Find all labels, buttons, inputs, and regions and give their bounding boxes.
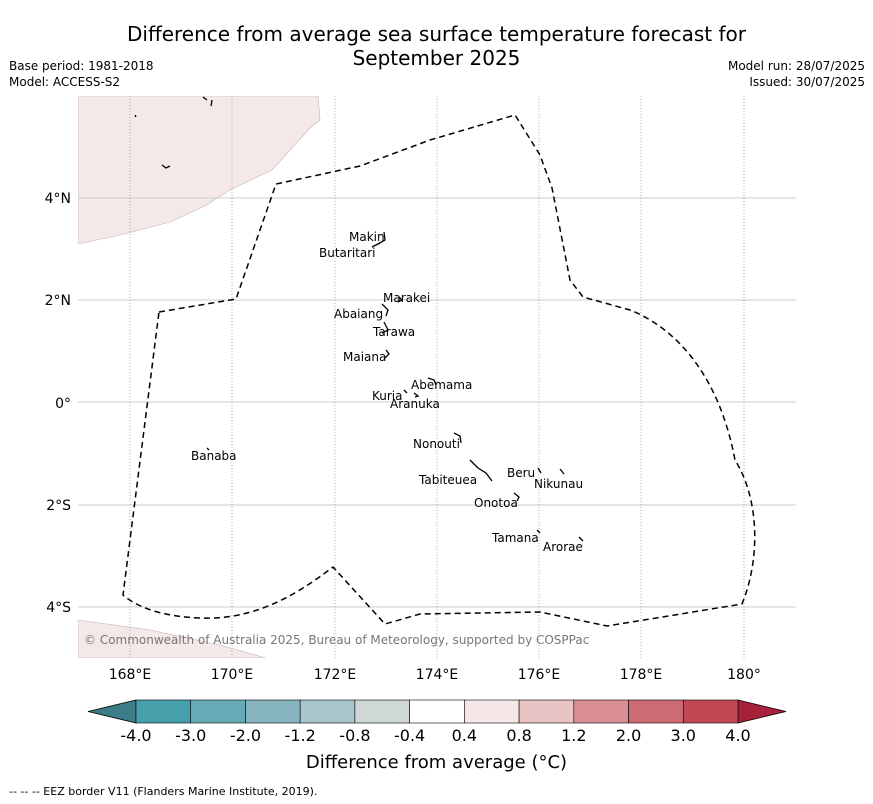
lon-tick-176: 176°E	[518, 667, 561, 683]
atoll-banaba	[206, 447, 210, 451]
colorbar-segment	[573, 699, 629, 724]
islet-northwest-2	[210, 99, 213, 107]
model-name: Model: ACCESS-S2	[9, 75, 121, 89]
atoll-kuria	[403, 389, 408, 394]
atoll-butaritari	[371, 242, 381, 248]
island-shapes	[134, 96, 584, 542]
islet-northwest-3	[134, 114, 137, 118]
meridians	[129, 96, 745, 658]
colorbar-under-arrow	[87, 699, 137, 724]
colorbar-segment	[464, 699, 520, 724]
colorbar-tick-label: 1.2	[561, 726, 586, 745]
colorbar-tick-label: 3.0	[671, 726, 696, 745]
colorbar-segment	[409, 699, 465, 724]
lat-tick-4s: 4°S	[46, 600, 71, 616]
label-tamana: Tamana	[491, 531, 539, 545]
eez-border	[122, 114, 756, 627]
atoll-beru	[537, 467, 542, 474]
atoll-abaiang	[381, 303, 389, 317]
label-marakei: Marakei	[383, 291, 430, 305]
colorbar-segment	[135, 699, 192, 724]
atoll-makin	[377, 231, 386, 245]
atoll-abemama	[427, 377, 437, 386]
colorbar-segment	[354, 699, 410, 724]
atoll-aranuka	[413, 392, 420, 398]
colorbar-segment	[682, 699, 739, 724]
lon-tick-172: 172°E	[314, 667, 357, 683]
atoll-marakei	[397, 296, 404, 303]
footer-note: -- -- -- EEZ border V11 (Flanders Marine…	[9, 785, 318, 798]
lat-tick-2n: 2°N	[45, 293, 71, 309]
atoll-nikunau	[559, 468, 565, 475]
atoll-tamana	[536, 529, 541, 534]
islet-northwest-4	[161, 164, 171, 169]
label-aranuka: Aranuka	[390, 397, 440, 411]
island-labels: Makin Butaritari Marakei Abaiang Tarawa …	[191, 230, 583, 554]
land-southwest	[78, 619, 267, 658]
chart-title-line-2: September 2025	[352, 46, 521, 70]
map-area: Makin Butaritari Marakei Abaiang Tarawa …	[78, 96, 796, 658]
colorbar-tick-label: -0.4	[394, 726, 425, 745]
atoll-nonouti	[453, 432, 462, 444]
label-makin: Makin	[349, 230, 385, 244]
lon-tick-170: 170°E	[211, 667, 254, 683]
label-banaba: Banaba	[191, 449, 237, 463]
colorbar-tick-label: 0.8	[506, 726, 531, 745]
atoll-tarawa	[381, 321, 389, 334]
colorbar-tick-label: 0.4	[452, 726, 477, 745]
label-tarawa: Tarawa	[372, 325, 415, 339]
lon-tick-168: 168°E	[109, 667, 152, 683]
lat-tick-labels: 4°N 2°N 0° 2°S 4°S	[45, 191, 72, 616]
base-period: Base period: 1981-2018	[9, 59, 154, 73]
label-nikunau: Nikunau	[534, 477, 583, 491]
lat-tick-2s: 2°S	[46, 498, 71, 514]
colorbar-segment	[518, 699, 575, 724]
meta-left: Base period: 1981-2018 Model: ACCESS-S2	[9, 58, 154, 90]
colorbar-segment	[628, 699, 684, 724]
land-northwest	[78, 96, 321, 245]
lon-tick-178: 178°E	[620, 667, 663, 683]
colorbar: -4.0 -3.0 -2.0 -1.2 -0.8 -0.4 0.4 0.8 1.2 2.0 3.0 4…	[87, 699, 787, 745]
label-nonouti: Nonouti	[413, 437, 460, 451]
colorbar-tick-label: -1.2	[285, 726, 316, 745]
label-tabiteuea: Tabiteuea	[418, 473, 477, 487]
label-arorae: Arorae	[543, 540, 583, 554]
meta-right: Model run: 28/07/2025 Issued: 30/07/2025	[728, 58, 865, 90]
label-maiana: Maiana	[343, 350, 386, 364]
colorbar-segment	[299, 699, 356, 724]
label-kuria: Kuria	[372, 389, 403, 403]
atoll-maiana	[384, 349, 390, 359]
atoll-tabiteuea	[469, 459, 493, 482]
colorbar-tick-label: 2.0	[616, 726, 641, 745]
copyright-note: © Commonwealth of Australia 2025, Bureau…	[84, 633, 589, 647]
issued-date: Issued: 30/07/2025	[749, 75, 865, 89]
label-abemama: Abemama	[411, 378, 472, 392]
lon-tick-174: 174°E	[416, 667, 459, 683]
colorbar-tick-label: -3.0	[175, 726, 206, 745]
label-abaiang: Abaiang	[334, 307, 383, 321]
colorbar-label: Difference from average (°C)	[305, 752, 568, 773]
label-butaritari: Butaritari	[319, 246, 376, 260]
label-beru: Beru	[507, 466, 535, 480]
lon-tick-labels: 168°E 170°E 172°E 174°E 176°E 178°E 180°	[109, 667, 761, 683]
colorbar-tick-label: -2.0	[230, 726, 261, 745]
chart-title-line-1: Difference from average sea surface temp…	[126, 22, 746, 46]
colorbar-tick-label: -0.8	[339, 726, 370, 745]
atoll-arorae	[578, 536, 584, 542]
colorbar-segment	[190, 699, 246, 724]
chart-title: Difference from average sea surface temp…	[0, 22, 873, 70]
label-onotoa: Onotoa	[474, 496, 518, 510]
lon-tick-180: 180°	[727, 667, 761, 683]
atoll-onotoa	[513, 492, 520, 502]
colorbar-tick-label: 4.0	[725, 726, 750, 745]
model-run: Model run: 28/07/2025	[727, 59, 865, 73]
lat-tick-4n: 4°N	[45, 191, 71, 207]
colorbar-tick-label: -4.0	[120, 726, 151, 745]
lat-tick-0: 0°	[55, 396, 71, 412]
colorbar-over-arrow	[737, 699, 787, 724]
islet-northwest-1	[202, 96, 208, 101]
colorbar-segment	[245, 699, 301, 724]
